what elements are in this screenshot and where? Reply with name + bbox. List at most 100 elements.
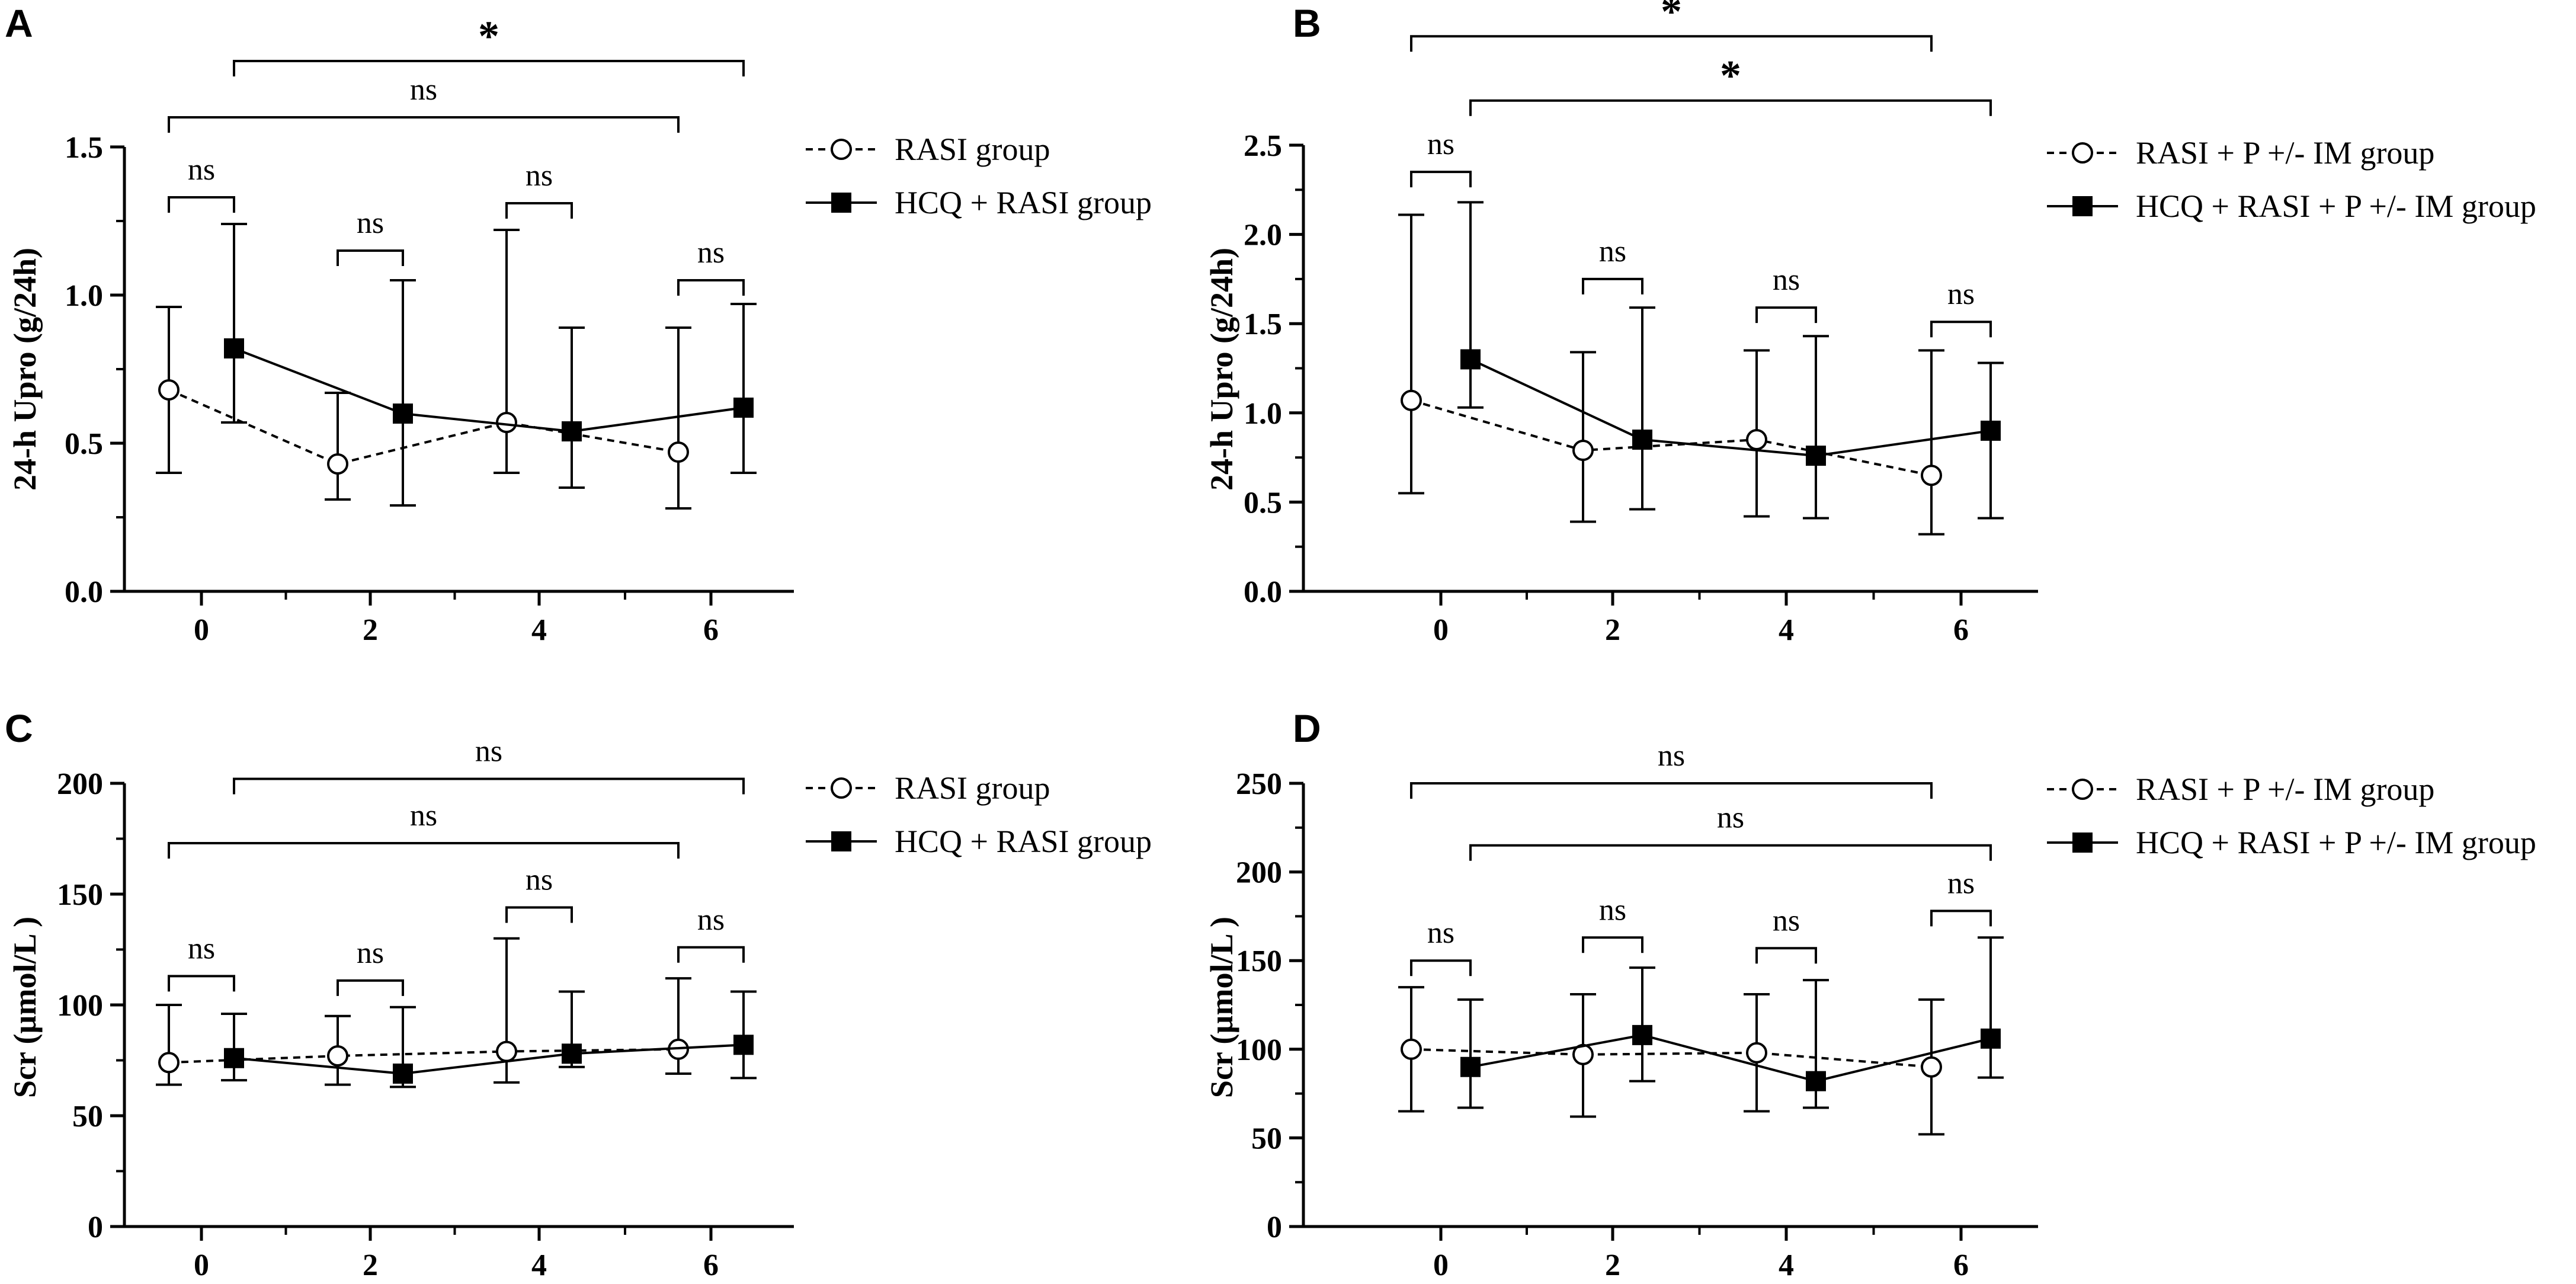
y-axis-title: 24-h Upro (g/24h) <box>1204 248 1239 491</box>
series-line <box>233 347 744 433</box>
panel-c: C 0 50 100 150 200 0 2 4 6 Scr (µmol/L ) ns ns ns ns ns… <box>5 706 1152 1282</box>
bracket-line <box>1755 947 1817 964</box>
y-tick-label: 1.5 <box>65 131 103 165</box>
y-tick-label: 0.5 <box>65 427 103 461</box>
significance-label: ns <box>697 903 725 937</box>
series-square <box>1457 936 2004 1109</box>
series-line <box>233 1043 744 1075</box>
bracket-line <box>1469 99 1992 116</box>
comparison-bracket: ns <box>1410 127 1472 188</box>
data-point <box>327 453 348 475</box>
x-tick-label: 6 <box>703 1248 719 1282</box>
y-tick-label: 0.5 <box>1244 486 1282 520</box>
y-tick-label: 150 <box>57 878 103 912</box>
legend-label: HCQ + RASI + P +/- IM group <box>2136 188 2536 224</box>
comparison-bracket: ns <box>677 236 745 296</box>
series-square <box>1457 201 2004 520</box>
y-tick-label: 0.0 <box>65 575 103 609</box>
legend-label: RASI group <box>895 770 1050 806</box>
y-tick-label: 1.5 <box>1244 308 1282 341</box>
legend-label: RASI + P +/- IM group <box>2136 771 2434 807</box>
comparison-bracket: ns <box>168 931 235 992</box>
significance-label: ns <box>1773 263 1800 297</box>
legend-square-marker <box>2072 832 2093 853</box>
legend: RASI + P +/- IM group HCQ + RASI + P +/- … <box>2047 771 2536 860</box>
data-point <box>1632 1024 1652 1045</box>
bracket-line <box>505 906 573 923</box>
legend-square-marker <box>2072 196 2093 216</box>
y-tick-label: 100 <box>57 989 103 1023</box>
bracket-line <box>1410 171 1472 188</box>
significance-label: ns <box>1599 235 1626 268</box>
x-tick-label: 4 <box>1779 1248 1794 1282</box>
legend-circle-marker <box>2072 779 2093 800</box>
series-line <box>168 389 679 466</box>
series-line <box>1470 358 1991 457</box>
significance-label: * <box>478 12 499 60</box>
data-point <box>1401 1038 1422 1060</box>
y-tick-label: 250 <box>1236 767 1282 801</box>
data-point <box>1401 389 1422 411</box>
x-tick-label: 6 <box>1953 613 1969 647</box>
bracket-line <box>168 841 680 859</box>
x-tick-label: 4 <box>531 1248 547 1282</box>
significance-label: ns <box>697 236 725 270</box>
data-point <box>1746 1042 1767 1064</box>
y-tick-label: 1.0 <box>1244 397 1282 431</box>
y-tick-label: 100 <box>1236 1033 1282 1067</box>
significance-label: ns <box>357 206 384 240</box>
y-tick-label: 0.0 <box>1244 575 1282 609</box>
y-axis-title: Scr (µmol/L ) <box>7 917 43 1098</box>
significance-label: ns <box>357 936 384 970</box>
significance-label: ns <box>1773 904 1800 937</box>
long-comparison-bracket: * <box>233 12 745 76</box>
legend-circle-marker <box>831 139 852 160</box>
bracket-line <box>337 249 404 266</box>
bracket-line <box>677 946 745 963</box>
bracket-line <box>505 202 573 219</box>
bracket-line <box>1582 277 1643 294</box>
y-axis-title: 24-h Upro (g/24h) <box>7 248 43 491</box>
series-circle <box>1398 986 1944 1136</box>
panel-letter: A <box>5 1 33 45</box>
long-comparison-bracket: ns <box>233 735 745 795</box>
significance-label: ns <box>1717 801 1744 835</box>
bracket-line <box>1410 959 1472 976</box>
comparison-bracket: ns <box>505 863 573 923</box>
legend: RASI group HCQ + RASI group <box>806 770 1152 859</box>
long-comparison-bracket: * <box>1469 52 1992 116</box>
data-point <box>496 1040 517 1062</box>
series-line <box>1411 399 1932 477</box>
panel-letter: B <box>1293 1 1321 45</box>
bracket-line <box>168 116 680 133</box>
comparison-bracket: ns <box>1582 893 1643 953</box>
y-tick-label: 0 <box>88 1211 103 1244</box>
significance-label: ns <box>188 153 215 187</box>
data-point <box>158 1052 180 1074</box>
y-tick-label: 0 <box>1267 1211 1282 1244</box>
bracket-line <box>233 777 745 795</box>
data-point <box>733 1035 754 1055</box>
series-square <box>221 223 757 507</box>
y-tick-label: 2.5 <box>1244 129 1282 163</box>
bracket-line <box>1930 910 1992 927</box>
data-point <box>1572 440 1594 462</box>
significance-label: ns <box>410 799 437 832</box>
legend-square-marker <box>831 193 851 213</box>
legend-circle-marker <box>831 777 852 799</box>
long-comparison-bracket: ns <box>1410 739 1933 799</box>
series-circle <box>156 937 691 1086</box>
series-line <box>168 1048 679 1064</box>
x-tick-label: 2 <box>1605 1248 1620 1282</box>
data-point <box>224 338 244 358</box>
significance-label: ns <box>1658 739 1685 773</box>
panel-letter: C <box>5 706 33 750</box>
data-point <box>1460 1056 1481 1077</box>
bracket-line <box>1410 782 1933 799</box>
bracket-line <box>1410 35 1933 52</box>
long-comparison-bracket: ns <box>168 799 680 859</box>
data-point <box>562 1043 582 1064</box>
data-point <box>1806 1071 1826 1091</box>
legend-label: HCQ + RASI group <box>895 824 1152 859</box>
